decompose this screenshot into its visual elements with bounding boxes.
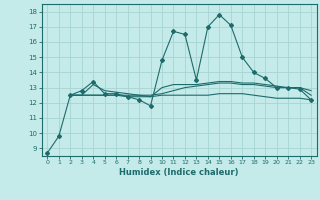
X-axis label: Humidex (Indice chaleur): Humidex (Indice chaleur) bbox=[119, 168, 239, 177]
